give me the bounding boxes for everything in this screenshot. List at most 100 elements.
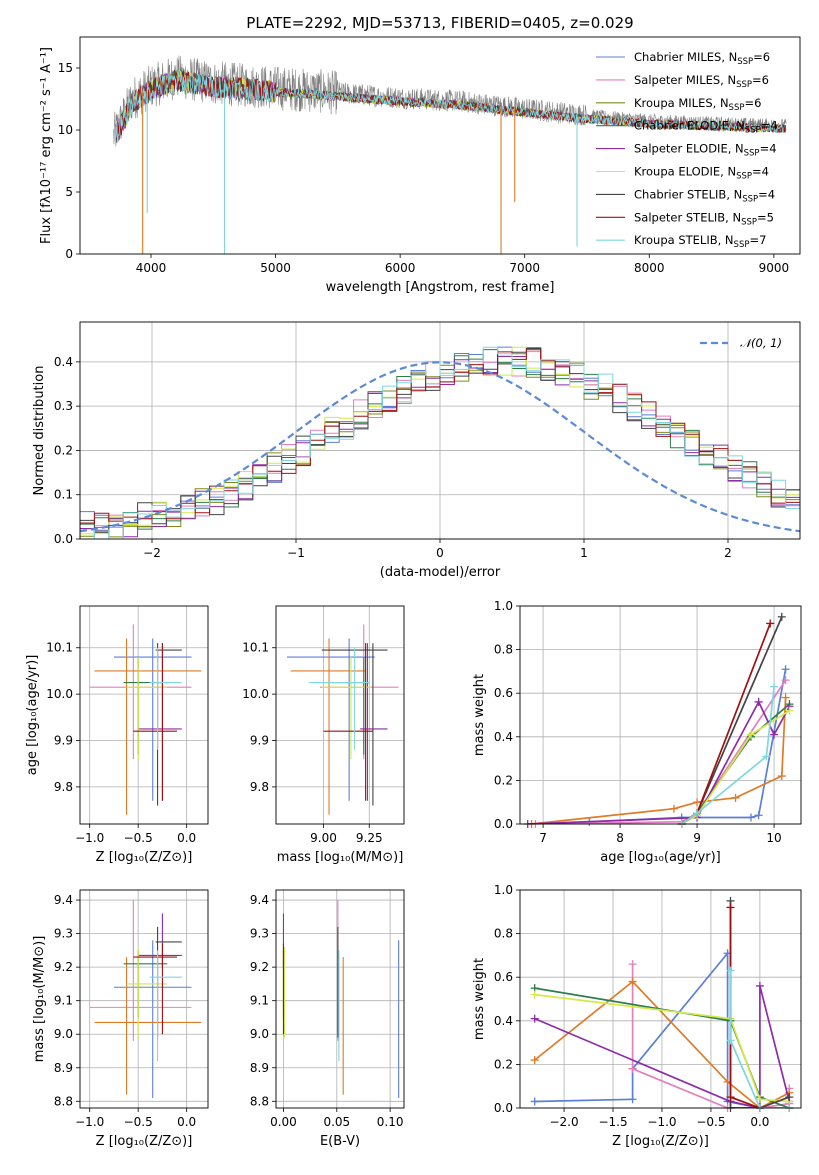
y-tick-label: 9.9 <box>54 734 73 748</box>
data-point-marker <box>754 811 763 820</box>
data-point-marker <box>530 1056 539 1065</box>
age-vs-Z-panel: −1.0 −0.5 0.0 9.8 9.9 10.0 10.1 Z [log₁₀(Z/Z⊙)]… <box>25 605 209 865</box>
y-tick-label: 0.8 <box>494 927 513 941</box>
mass-weight-series <box>527 700 791 824</box>
y-tick-label: 8.8 <box>54 1094 73 1108</box>
x-axis-label: E(B-V) <box>320 1134 360 1149</box>
data-point-marker <box>628 1095 637 1104</box>
legend-label: Kroupa ELODIE, NSSP=4 <box>634 165 769 182</box>
legend-label: Salpeter STELIB, NSSP=5 <box>634 210 774 227</box>
x-tick-label: 7 <box>539 831 547 845</box>
data-point-marker <box>669 804 678 813</box>
legend-label: Salpeter MILES, NSSP=6 <box>634 73 769 90</box>
x-tick-label: 5000 <box>260 261 291 275</box>
y-tick-label: 9.3 <box>54 927 73 941</box>
mass-vs-Z-panel: −1.0 −0.5 0.0 8.8 8.9 9.0 9.1 9.2 9.3 9.4 Z [log₁₀… <box>32 889 209 1149</box>
data-point-marker <box>530 1014 539 1023</box>
x-tick-label: 0.0 <box>750 1115 769 1129</box>
spectrum-panel: 4000 5000 6000 7000 8000 9000 0 5 10 15 wavelength… <box>39 36 801 295</box>
x-axis-label: mass [log₁₀(M/M⊙)] <box>277 850 404 865</box>
data-point-marker <box>762 752 771 761</box>
residuals-panel: −2 −1 0 1 2 0.0 0.1 0.2 0.3 0.4 (data-model)/error… <box>32 321 801 580</box>
x-tick-label: 9000 <box>759 261 790 275</box>
y-tick-label: 9.0 <box>250 1027 269 1041</box>
age-vs-mass-panel: 9.00 9.25 9.8 9.9 10.0 10.1 mass [log₁₀(M/M⊙)] <box>242 605 405 865</box>
data-point-marker <box>530 1097 539 1106</box>
legend-label: Salpeter ELODIE, NSSP=4 <box>634 142 777 159</box>
legend-label: 𝒩(0, 1) <box>740 336 782 350</box>
y-axis-label: mass weight <box>472 674 487 756</box>
panels-group: 4000 5000 6000 7000 8000 9000051015wavelength… <box>25 36 802 1149</box>
y-tick-label: 0.2 <box>494 1057 513 1071</box>
x-tick-label: 0.10 <box>377 1115 404 1129</box>
plot-frame <box>519 605 802 825</box>
x-tick-label: 9 <box>693 831 701 845</box>
data-point-marker <box>726 903 735 912</box>
y-tick-label: 10.0 <box>242 687 269 701</box>
normal-curve-line <box>79 361 801 533</box>
x-tick-label: −0.5 <box>696 1115 725 1129</box>
x-axis-label: Z [log₁₀(Z/Z⊙)] <box>96 1134 193 1149</box>
y-axis-label: Normed distribution <box>32 366 47 496</box>
data-point-marker <box>755 981 764 990</box>
data-point-marker <box>770 730 779 739</box>
y-tick-label: 0 <box>65 247 73 261</box>
plot-frame <box>275 605 405 825</box>
y-tick-label: 9.1 <box>250 994 269 1008</box>
y-tick-label: 8.9 <box>54 1061 73 1075</box>
data-point-marker <box>693 809 702 818</box>
data-point-marker <box>777 772 786 781</box>
plot-frame <box>275 889 405 1109</box>
x-tick-label: 0.0 <box>177 831 196 845</box>
y-tick-label: 0.0 <box>54 532 73 546</box>
data-point-marker <box>770 682 779 691</box>
figure-title: PLATE=2292, MJD=53713, FIBERID=0405, z=0… <box>246 14 633 32</box>
data-point-marker <box>766 619 775 628</box>
model-spectrum-line <box>115 70 784 143</box>
data-point-marker <box>781 693 790 702</box>
spectrum-legend: Chabrier MILES, NSSP=6 Salpeter MILES, NS… <box>596 50 778 250</box>
data-point-marker <box>628 977 637 986</box>
legend-label: Kroupa MILES, NSSP=6 <box>634 96 761 113</box>
data-point-marker <box>628 960 637 969</box>
data-point-marker <box>754 697 763 706</box>
x-tick-label: 2 <box>724 546 732 560</box>
y-tick-label: 0.2 <box>494 773 513 787</box>
x-tick-label: 8000 <box>634 261 665 275</box>
y-tick-label: 9.9 <box>250 734 269 748</box>
data-point-marker <box>628 1064 637 1073</box>
x-tick-label: −0.5 <box>124 831 153 845</box>
y-tick-label: 9.8 <box>54 780 73 794</box>
x-tick-label: −2.0 <box>549 1115 578 1129</box>
data-point-marker <box>731 793 740 802</box>
y-tick-label: 10.0 <box>46 687 73 701</box>
x-tick-label: 10 <box>766 831 781 845</box>
y-tick-label: 0.6 <box>494 970 513 984</box>
y-tick-label: 9.0 <box>54 1027 73 1041</box>
y-tick-label: 8.8 <box>250 1094 269 1108</box>
y-tick-label: 0.4 <box>494 730 513 744</box>
y-tick-label: 10.1 <box>242 641 269 655</box>
y-tick-label: 0.2 <box>54 443 73 457</box>
plot-frame <box>79 321 801 540</box>
y-tick-label: 9.4 <box>250 893 269 907</box>
y-tick-label: 10.1 <box>46 641 73 655</box>
x-axis-label: Z [log₁₀(Z/Z⊙)] <box>612 1134 709 1149</box>
legend-label: Chabrier MILES, NSSP=6 <box>634 50 770 67</box>
y-tick-label: 0.0 <box>494 817 513 831</box>
y-tick-label: 9.1 <box>54 994 73 1008</box>
y-axis-label: Flux [fλ10⁻¹⁷ erg cm⁻² s⁻¹ A⁻¹] <box>39 47 54 244</box>
y-axis-label: mass [log₁₀(M/M⊙)] <box>32 936 47 1063</box>
mass-weight-series <box>531 697 787 824</box>
mass-weight-series <box>589 669 787 823</box>
y-tick-label: 5 <box>65 185 73 199</box>
data-point-marker <box>746 730 755 739</box>
data-point-marker <box>777 612 786 621</box>
y-tick-label: 9.4 <box>54 893 73 907</box>
plot-frame <box>79 36 801 255</box>
data-point-marker <box>781 676 790 685</box>
y-tick-label: 9.2 <box>250 960 269 974</box>
x-tick-label: −1.0 <box>75 1115 104 1129</box>
y-tick-label: 15 <box>58 61 73 75</box>
x-tick-label: −1.5 <box>598 1115 627 1129</box>
